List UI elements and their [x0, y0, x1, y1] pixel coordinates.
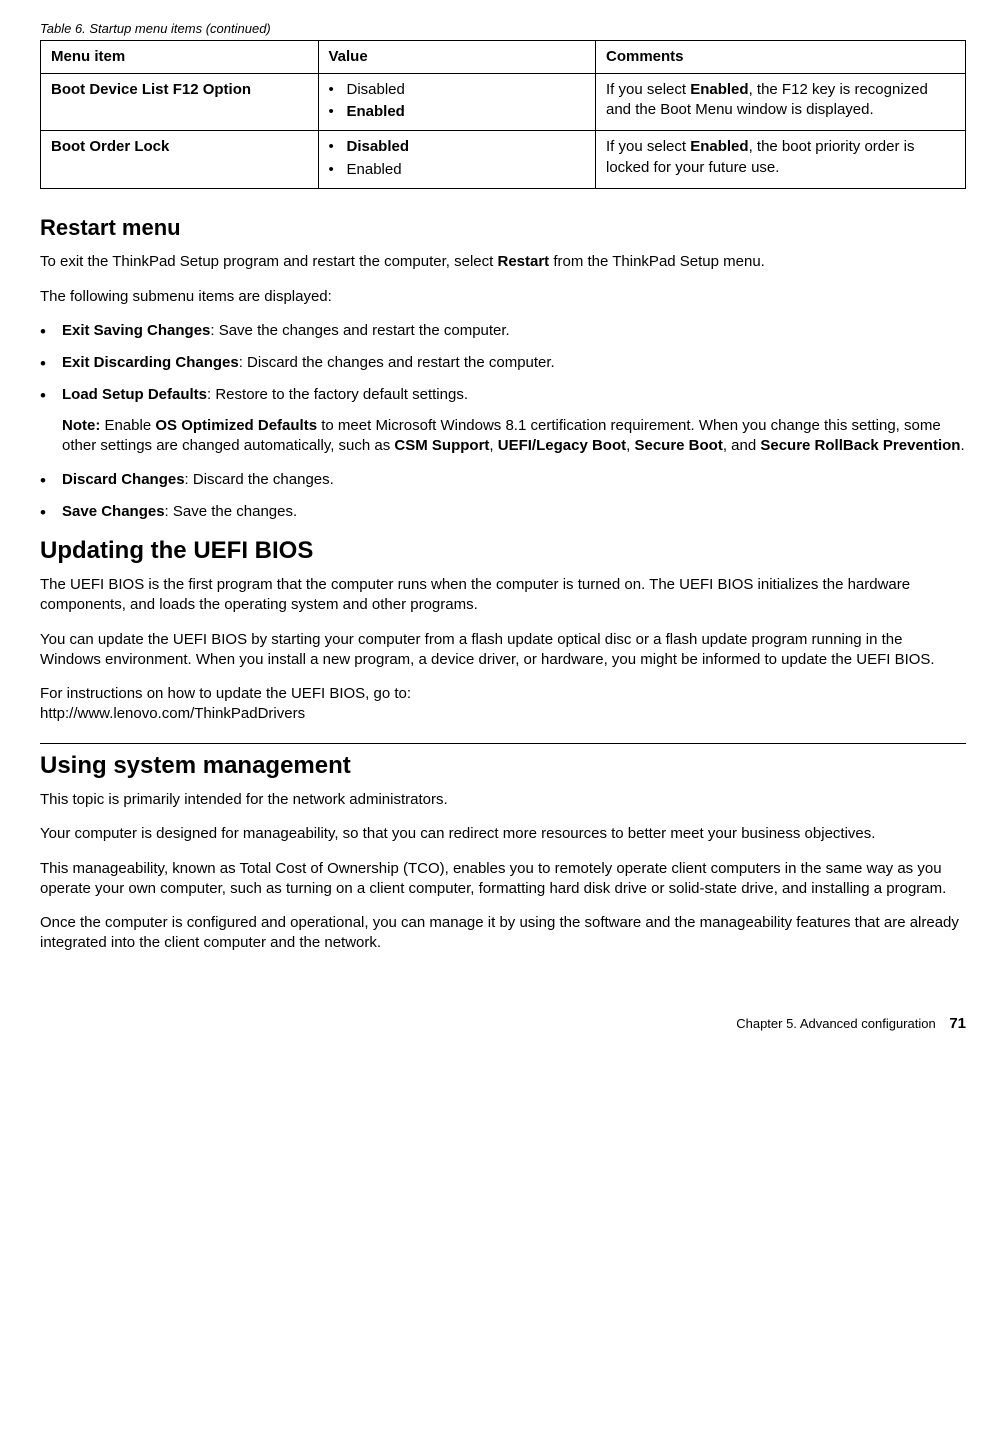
menu-item-cell: Boot Order Lock — [41, 131, 319, 189]
table-caption: Table 6. Startup menu items (continued) — [40, 20, 966, 38]
menu-item-cell: Boot Device List F12 Option — [41, 73, 319, 131]
table-row: Boot Order Lock Disabled Enabled If you sel… — [41, 131, 966, 189]
sysmgmt-heading: Using system management — [40, 750, 966, 782]
item-desc: : Restore to the factory default setting… — [207, 386, 468, 403]
bold-text: OS Optimized Defaults — [155, 417, 317, 434]
list-item: Load Setup Defaults: Restore to the fact… — [40, 385, 966, 456]
footer-chapter: Chapter 5. Advanced configuration — [736, 1016, 935, 1031]
table-header: Comments — [596, 40, 966, 73]
text: from the ThinkPad Setup menu. — [549, 253, 765, 270]
restart-subintro: The following submenu items are displaye… — [40, 287, 966, 307]
text: To exit the ThinkPad Setup program and r… — [40, 253, 497, 270]
table-header-row: Menu item Value Comments — [41, 40, 966, 73]
section-divider — [40, 743, 966, 744]
restart-list: Exit Saving Changes: Save the changes an… — [40, 321, 966, 523]
item-desc: : Save the changes and restart the compu… — [210, 322, 509, 339]
item-desc: : Save the changes. — [165, 503, 298, 520]
startup-menu-table: Menu item Value Comments Boot Device Lis… — [40, 40, 966, 189]
uefi-p3: For instructions on how to update the UE… — [40, 684, 966, 725]
text: , and — [723, 437, 761, 454]
table-header: Value — [318, 40, 596, 73]
sysmgmt-p1: This topic is primarily intended for the… — [40, 790, 966, 810]
sysmgmt-p3: This manageability, known as Total Cost … — [40, 859, 966, 900]
sysmgmt-p4: Once the computer is configured and oper… — [40, 913, 966, 954]
list-item: Exit Saving Changes: Save the changes an… — [40, 321, 966, 341]
text: , — [489, 437, 497, 454]
bold-text: Secure Boot — [634, 437, 722, 454]
list-item: Save Changes: Save the changes. — [40, 502, 966, 522]
item-desc: : Discard the changes and restart the co… — [239, 354, 555, 371]
uefi-p2: You can update the UEFI BIOS by starting… — [40, 630, 966, 671]
uefi-p1: The UEFI BIOS is the first program that … — [40, 575, 966, 616]
item-label: Exit Saving Changes — [62, 322, 210, 339]
uefi-link-text: http://www.lenovo.com/ThinkPadDrivers — [40, 705, 305, 722]
value-option: Disabled — [329, 80, 586, 100]
text: Enable — [100, 417, 155, 434]
text: . — [960, 437, 964, 454]
bold-text: Restart — [497, 253, 549, 270]
bold-text: Secure RollBack Prevention — [760, 437, 960, 454]
note-block: Note: Enable OS Optimized Defaults to me… — [62, 416, 966, 457]
item-desc: : Discard the changes. — [185, 471, 334, 488]
value-cell: DisabledEnabled — [318, 73, 596, 131]
note-label: Note: — [62, 417, 100, 434]
value-cell: Disabled Enabled — [318, 131, 596, 189]
page-footer: Chapter 5. Advanced configuration 71 — [40, 1014, 966, 1034]
item-label: Discard Changes — [62, 471, 185, 488]
restart-heading: Restart menu — [40, 213, 966, 243]
list-item: Discard Changes: Discard the changes. — [40, 470, 966, 490]
comments-cell: If you select Enabled, the F12 key is re… — [596, 73, 966, 131]
bold-text: UEFI/Legacy Boot — [498, 437, 626, 454]
value-option: Disabled — [329, 137, 586, 157]
restart-intro: To exit the ThinkPad Setup program and r… — [40, 252, 966, 272]
footer-page-number: 71 — [949, 1015, 966, 1032]
comments-cell: If you select Enabled, the boot priority… — [596, 131, 966, 189]
uefi-heading: Updating the UEFI BIOS — [40, 535, 966, 567]
table-row: Boot Device List F12 OptionDisabledEnabl… — [41, 73, 966, 131]
list-item: Exit Discarding Changes: Discard the cha… — [40, 353, 966, 373]
value-option: Enabled — [329, 160, 586, 180]
sysmgmt-p2: Your computer is designed for manageabil… — [40, 824, 966, 844]
item-label: Load Setup Defaults — [62, 386, 207, 403]
bold-text: CSM Support — [394, 437, 489, 454]
item-label: Save Changes — [62, 503, 165, 520]
item-label: Exit Discarding Changes — [62, 354, 239, 371]
text: For instructions on how to update the UE… — [40, 685, 411, 702]
value-option: Enabled — [329, 102, 586, 122]
table-header: Menu item — [41, 40, 319, 73]
